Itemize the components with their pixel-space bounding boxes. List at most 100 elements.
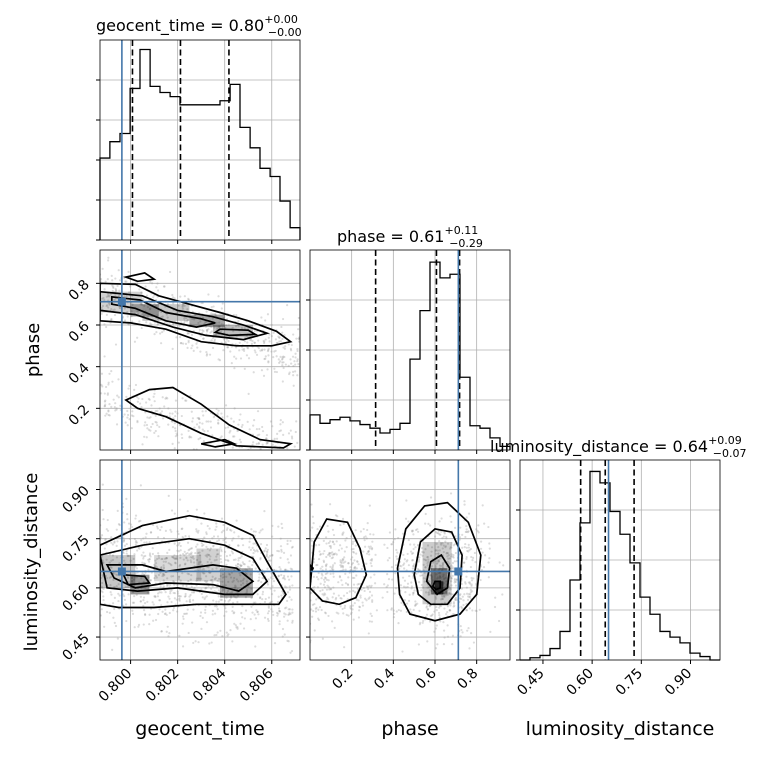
sample-point <box>328 555 332 558</box>
sample-point <box>263 616 267 619</box>
sample-point <box>343 550 347 553</box>
sample-point <box>317 536 320 540</box>
sample-point <box>218 325 221 328</box>
sample-point <box>390 607 393 610</box>
sample-point <box>468 647 471 650</box>
sample-point <box>166 577 169 580</box>
sample-point <box>352 589 355 592</box>
sample-point <box>367 587 370 591</box>
contour-line <box>425 553 451 596</box>
sample-point <box>157 554 160 557</box>
sample-point <box>267 361 270 364</box>
x-tick-label: 0.60 <box>564 666 597 699</box>
sample-point <box>157 289 160 292</box>
sample-point <box>425 605 428 608</box>
sample-point <box>157 612 160 616</box>
sample-point <box>369 559 372 562</box>
sample-point <box>211 580 214 584</box>
sample-point <box>160 526 163 529</box>
sample-point <box>283 615 286 618</box>
sample-point <box>156 536 160 539</box>
sample-point <box>259 543 263 546</box>
sample-point <box>283 334 286 337</box>
histogram-bins <box>520 470 720 661</box>
sample-point <box>232 612 235 615</box>
sample-point <box>173 422 176 425</box>
sample-point <box>173 554 176 557</box>
sample-point <box>429 573 433 577</box>
sample-point <box>185 584 188 588</box>
sample-point <box>311 526 314 529</box>
sample-point <box>234 564 238 567</box>
sample-point <box>100 278 103 281</box>
sample-point <box>152 296 155 299</box>
sample-point <box>213 634 216 637</box>
sample-point <box>324 576 327 579</box>
sample-point <box>279 429 283 432</box>
sample-point <box>270 592 274 596</box>
sample-point <box>243 617 246 620</box>
sample-point <box>167 562 170 565</box>
sample-point <box>362 536 366 539</box>
sample-point <box>245 590 249 593</box>
sample-point <box>216 535 220 538</box>
sample-point <box>213 605 217 608</box>
sample-point <box>208 527 211 530</box>
sample-point <box>137 625 140 628</box>
sample-point <box>135 395 139 399</box>
x-tick-label: 0.90 <box>662 666 695 699</box>
ticks <box>96 79 273 244</box>
sample-point <box>272 580 276 583</box>
sample-point <box>156 527 159 530</box>
sample-point <box>454 597 457 600</box>
sample-point <box>365 552 369 555</box>
sample-point <box>346 591 349 595</box>
sample-point <box>369 576 372 579</box>
sample-point <box>209 579 212 582</box>
sample-point <box>290 343 293 347</box>
sample-point <box>241 537 244 540</box>
sample-point <box>149 531 153 534</box>
sample-point <box>310 608 313 611</box>
sample-point <box>448 562 451 565</box>
sample-point <box>259 558 262 561</box>
sample-point <box>459 635 462 638</box>
sample-point <box>240 327 244 330</box>
sample-point <box>229 629 232 632</box>
sample-point <box>175 557 178 560</box>
sample-point <box>437 532 440 535</box>
sample-point <box>134 517 137 520</box>
sample-point <box>198 551 201 554</box>
sample-point <box>449 604 452 607</box>
sample-point <box>111 558 115 562</box>
sample-point <box>313 602 316 606</box>
sample-point <box>204 587 207 590</box>
sample-point <box>312 575 315 578</box>
sample-point <box>241 348 244 351</box>
sample-point <box>113 313 117 317</box>
sample-point <box>237 580 240 583</box>
sample-point <box>438 540 441 543</box>
sample-point <box>272 356 275 359</box>
sample-point <box>451 566 454 569</box>
sample-point <box>283 578 287 581</box>
sample-point <box>323 586 327 589</box>
sample-point <box>122 539 126 542</box>
sample-point <box>419 574 422 577</box>
sample-point <box>183 612 186 615</box>
sample-point <box>367 597 370 600</box>
sample-point <box>142 297 145 301</box>
sample-point <box>154 559 157 562</box>
sample-point <box>246 346 249 349</box>
sample-point <box>487 576 490 579</box>
sample-point <box>126 585 130 588</box>
sample-point <box>253 629 256 632</box>
sample-point <box>353 576 356 580</box>
sample-point <box>458 538 461 541</box>
sample-point <box>459 593 462 596</box>
sample-point <box>434 597 438 600</box>
density-shading <box>100 548 253 598</box>
sample-point <box>330 557 333 560</box>
sample-point <box>403 579 407 582</box>
quantile-lines <box>131 40 230 240</box>
